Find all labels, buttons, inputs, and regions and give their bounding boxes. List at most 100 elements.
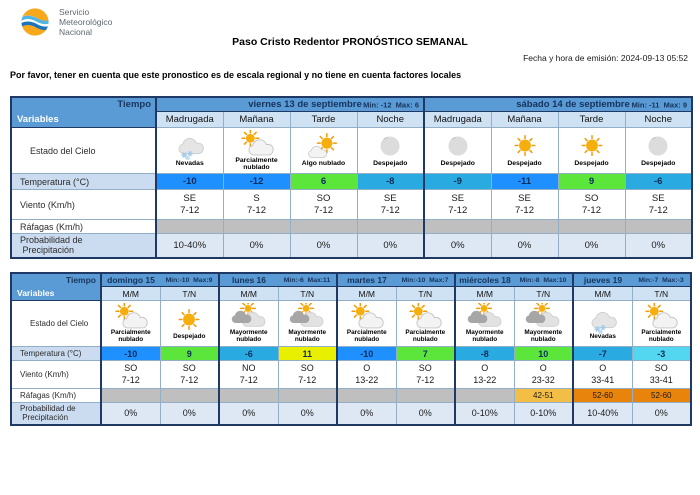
wind-speed: 7-12 — [581, 204, 601, 216]
precipitation-cell: 0% — [557, 233, 626, 258]
period-header: Tarde — [557, 111, 626, 128]
gust-cell — [289, 219, 358, 234]
org-line-3: Nacional — [59, 27, 93, 37]
corner-tiempo-variables: Tiempo Variables — [10, 272, 102, 301]
row-label-temperature: Temperatura (°C) — [10, 173, 157, 190]
period-header: Madrugada — [423, 111, 492, 128]
gust-cell — [336, 388, 397, 403]
precipitation-cell: 0% — [356, 233, 425, 258]
wind-cell: S 7-12 — [222, 189, 291, 220]
wind-direction: O — [599, 363, 607, 374]
wind-speed: 7-12 — [239, 374, 258, 385]
wind-cell: SO 7-12 — [100, 360, 161, 389]
wind-direction: SO — [584, 192, 599, 204]
period-header: T/N — [513, 286, 574, 301]
day-minmax: Min: -12 Max: 6 — [363, 100, 419, 110]
gust-cell — [423, 219, 492, 234]
precipitation-cell: 0% — [277, 402, 338, 425]
gust-cell — [277, 388, 338, 403]
sky-condition-label: Nevadas — [175, 160, 204, 168]
sky-condition-cell: Parcialmente nublado — [395, 300, 456, 347]
sky-condition-cell: Despejado — [624, 127, 693, 174]
wind-direction: O — [481, 363, 489, 374]
wind-cell: SE 7-12 — [624, 189, 693, 220]
day-minmax: Min:-6 Max:11 — [283, 276, 331, 284]
gust-cell — [557, 219, 626, 234]
period-header: M/M — [454, 286, 515, 301]
extended-forecast-section: Tiempo Variables domingo 15 Min:-10 Max:9 lu… — [10, 272, 692, 426]
precipitation-cell: 0% — [490, 233, 559, 258]
wind-cell: SE 7-12 — [423, 189, 492, 220]
temperature-cell: -10 — [155, 173, 224, 190]
temperature-cell: 7 — [395, 346, 456, 361]
gust-cell — [159, 388, 220, 403]
wind-direction: SE — [518, 192, 531, 204]
gust-cell — [218, 388, 279, 403]
forecast-table-weekend: Tiempo Variables viernes 13 de septiembre M… — [10, 96, 693, 259]
row-label-wind: Viento (Km/h) — [10, 360, 102, 389]
day-name: jueves 19 — [583, 275, 623, 286]
day-header: jueves 19 Min:-7 Max:-3 — [572, 272, 692, 288]
sun-small-cloud-icon — [307, 133, 337, 159]
period-header: M/M — [336, 286, 397, 301]
row-label-temperature: Temperatura (°C) — [10, 346, 102, 361]
variables-label: Variables — [17, 288, 55, 298]
gust-cell — [624, 219, 693, 234]
gust-cell: 52-60 — [572, 388, 633, 403]
temperature-cell: -3 — [631, 346, 692, 361]
gust-cell: 42-51 — [513, 388, 574, 403]
sky-condition-cell: Despejado — [356, 127, 425, 174]
sun-behind-cloud-icon — [115, 303, 148, 329]
tiempo-label: Tiempo — [65, 275, 96, 285]
sky-condition-cell: Mayormente nublado — [454, 300, 515, 347]
wind-speed: 7-12 — [648, 204, 668, 216]
weekend-forecast-section: Tiempo Variables viernes 13 de septiembre M… — [10, 96, 693, 259]
smn-org-name: Servicio Meteorológico Nacional — [59, 7, 112, 37]
precipitation-cell: 0% — [336, 402, 397, 425]
temperature-cell: -10 — [100, 346, 161, 361]
day-minmax: Min: -11 Max: 9 — [631, 100, 687, 110]
page-title: Paso Cristo Redentor PRONÓSTICO SEMANAL — [232, 36, 468, 48]
precipitation-cell: 0% — [159, 402, 220, 425]
day-minmax: Min:-10 Max:7 — [401, 276, 449, 284]
snow-cloud-icon — [591, 311, 617, 334]
temperature-cell: -6 — [624, 173, 693, 190]
row-label-precipitation: Probabilidad de Precipitación — [10, 402, 102, 425]
precipitation-cell: 0% — [423, 233, 492, 258]
wind-direction: S — [253, 192, 260, 204]
temperature-cell: 10 — [513, 346, 574, 361]
precipitation-cell: 0-10% — [513, 402, 574, 425]
tiempo-label: Tiempo — [117, 99, 151, 110]
wind-speed: 33-41 — [591, 374, 615, 385]
wind-cell: SO 7-12 — [395, 360, 456, 389]
sky-condition-cell: Despejado — [490, 127, 559, 174]
wind-direction: SE — [451, 192, 465, 204]
variables-label: Variables — [17, 114, 59, 125]
wind-cell: O 13-22 — [454, 360, 515, 389]
sky-condition-label: Mayormente nublado — [288, 329, 327, 343]
day-header: martes 17 Min:-10 Max:7 — [336, 272, 456, 288]
period-header: Noche — [624, 111, 693, 128]
sky-condition-label: Mayormente nublado — [229, 329, 268, 343]
sky-condition-label: Parcialmente nublado — [235, 156, 278, 171]
row-label-gusts: Ráfagas (Km/h) — [10, 388, 102, 403]
precipitation-cell: 0% — [289, 233, 358, 258]
day-name: viernes 13 de septiembre — [248, 99, 362, 111]
day-name: miércoles 18 — [459, 275, 511, 286]
sky-condition-cell: Parcialmente nublado — [631, 300, 692, 347]
sky-condition-label: Despejado — [373, 160, 408, 168]
sky-condition-label: Mayormente nublado — [524, 329, 563, 343]
precipitation-cell: 0-10% — [454, 402, 515, 425]
temperature-cell: -8 — [356, 173, 425, 190]
gust-cell — [395, 388, 456, 403]
sky-condition-cell: Nevadas — [572, 300, 633, 347]
period-header: T/N — [395, 286, 456, 301]
period-header: Madrugada — [155, 111, 224, 128]
wind-direction: SO — [124, 363, 138, 374]
wind-speed: 7-12 — [180, 374, 199, 385]
sky-condition-label: Parcialmente nublado — [405, 329, 446, 343]
day-name: domingo 15 — [107, 275, 155, 286]
day-name: lunes 16 — [231, 275, 267, 286]
wind-cell: O 33-41 — [572, 360, 633, 389]
